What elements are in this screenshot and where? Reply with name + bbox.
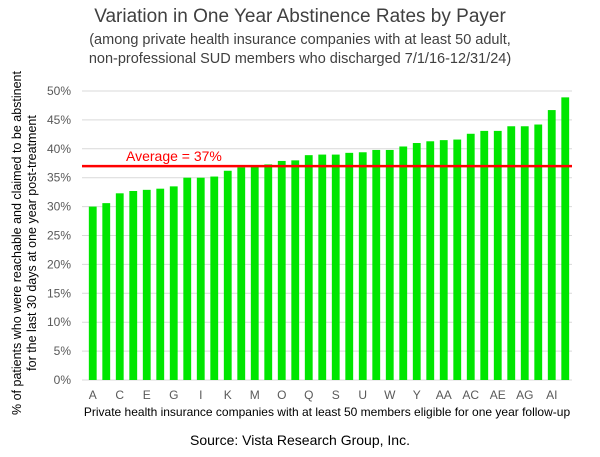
y-tick-label: 50% bbox=[47, 84, 71, 98]
bar-X bbox=[399, 146, 408, 380]
bar-K bbox=[223, 170, 232, 380]
bar-T bbox=[345, 152, 354, 380]
bar-A bbox=[88, 206, 97, 380]
x-tick-label: AI bbox=[546, 388, 557, 402]
bar-AA bbox=[439, 140, 448, 380]
bar-G bbox=[169, 186, 178, 380]
bar-I bbox=[196, 177, 205, 380]
bar-D bbox=[129, 190, 138, 380]
x-tick-label: AA bbox=[436, 388, 452, 402]
y-tick-label: 20% bbox=[47, 257, 71, 271]
bar-U bbox=[358, 152, 367, 380]
bar-E bbox=[142, 189, 151, 380]
x-tick-label: E bbox=[143, 388, 151, 402]
y-tick-label: 15% bbox=[47, 286, 71, 300]
x-tick-label: AG bbox=[516, 388, 533, 402]
bar-AH bbox=[534, 124, 543, 380]
bar-B bbox=[102, 203, 111, 380]
bar-Z bbox=[426, 141, 435, 380]
bar-J bbox=[210, 176, 219, 380]
bar-AD bbox=[480, 130, 489, 380]
bar-AG bbox=[520, 126, 529, 381]
x-tick-label: M bbox=[250, 388, 260, 402]
x-tick-label: K bbox=[224, 388, 232, 402]
x-tick-label: AC bbox=[462, 388, 479, 402]
bar-N bbox=[264, 164, 273, 380]
bar-P bbox=[291, 160, 300, 380]
chart-subtitle-line-2: non-professional SUD members who dischar… bbox=[88, 51, 512, 67]
x-tick-label: O bbox=[277, 388, 286, 402]
bar-Y bbox=[412, 143, 421, 380]
bar-AJ bbox=[561, 97, 570, 380]
y-tick-label: 45% bbox=[47, 113, 71, 127]
y-tick-label: 5% bbox=[54, 344, 72, 358]
y-tick-label: 25% bbox=[47, 229, 71, 243]
x-tick-label: I bbox=[199, 388, 202, 402]
bar-C bbox=[115, 193, 124, 380]
x-tick-label: C bbox=[115, 388, 124, 402]
y-tick-label: 30% bbox=[47, 200, 71, 214]
chart-title: Variation in One Year Abstinence Rates b… bbox=[94, 6, 506, 27]
bar-AE bbox=[493, 130, 502, 380]
x-axis-label: Private health insurance companies with … bbox=[83, 405, 571, 419]
bar-M bbox=[250, 165, 259, 380]
bar-AF bbox=[507, 126, 516, 381]
x-tick-label: A bbox=[89, 388, 97, 402]
bar-L bbox=[237, 167, 246, 380]
bar-AI bbox=[547, 110, 556, 380]
bar-V bbox=[372, 149, 381, 380]
bar-S bbox=[331, 154, 340, 380]
bar-R bbox=[318, 154, 327, 380]
source-note: Source: Vista Research Group, Inc. bbox=[190, 432, 410, 448]
x-tick-label: U bbox=[358, 388, 367, 402]
bar-O bbox=[277, 160, 286, 380]
y-tick-label: 10% bbox=[47, 315, 71, 329]
chart-subtitle-line-1: (among private health insurance companie… bbox=[89, 32, 511, 48]
y-tick-label: 35% bbox=[47, 171, 71, 185]
x-tick-label: Q bbox=[304, 388, 313, 402]
bar-AB bbox=[453, 139, 462, 380]
bar-H bbox=[183, 177, 192, 380]
x-tick-label: S bbox=[332, 388, 340, 402]
x-tick-label: Y bbox=[413, 388, 421, 402]
bar-W bbox=[385, 149, 394, 380]
bar-F bbox=[156, 188, 165, 380]
bar-AC bbox=[466, 133, 475, 380]
y-tick-label: 40% bbox=[47, 142, 71, 156]
x-tick-label: AE bbox=[490, 388, 506, 402]
y-tick-label: 0% bbox=[54, 373, 72, 387]
x-tick-label: G bbox=[169, 388, 178, 402]
bar-Q bbox=[304, 155, 313, 380]
x-tick-label: W bbox=[384, 388, 396, 402]
average-label: Average = 37% bbox=[126, 148, 222, 164]
